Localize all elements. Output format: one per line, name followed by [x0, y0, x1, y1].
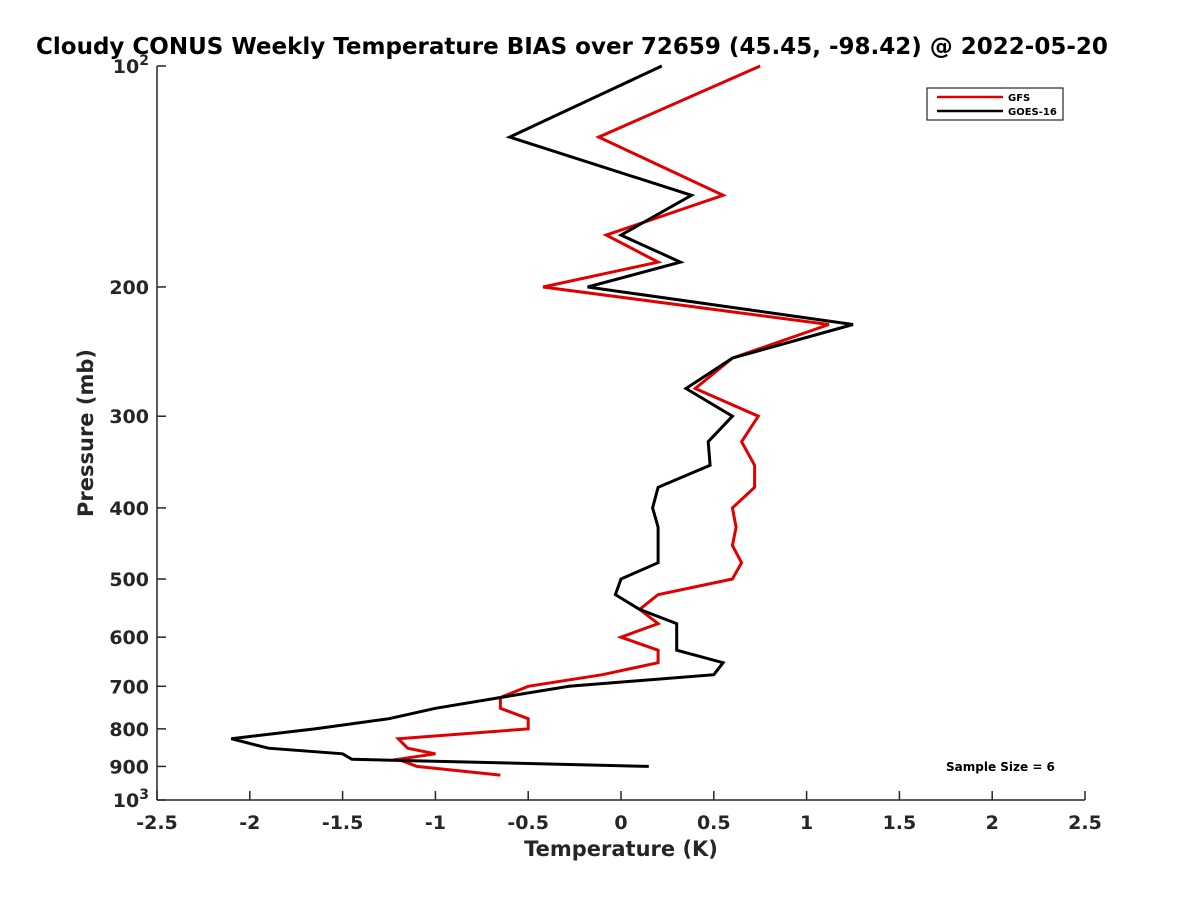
x-axis-label: Temperature (K): [524, 837, 718, 861]
chart-title: Cloudy CONUS Weekly Temperature BIAS ove…: [36, 34, 1108, 60]
legend: GFS GOES-16: [926, 87, 1064, 121]
x-tick-label: 0.5: [697, 812, 731, 834]
series-layer: [230, 64, 854, 777]
x-tick-label: -2.5: [136, 812, 178, 834]
x-tick-label: -1.5: [322, 812, 364, 834]
sample-size-annotation: Sample Size = 6: [946, 760, 1055, 774]
y-axis-label: Pressure (mb): [74, 349, 98, 517]
x-tick-label: 1.5: [883, 812, 917, 834]
x-tick-label: 2: [986, 812, 999, 834]
series-line-goes-16: [230, 64, 854, 768]
y-tick-label: 800: [109, 719, 149, 741]
y-tick-label: 900: [109, 756, 149, 778]
y-tick-label: 700: [109, 676, 149, 698]
y-ticks: 102 200 300 400 500 600 700 800 900 103: [109, 53, 166, 812]
y-tick-label: 200: [109, 277, 149, 299]
legend-box: [926, 87, 1064, 121]
y-tick-label: 400: [109, 498, 149, 520]
x-tick-label: -1: [425, 812, 446, 834]
x-ticks: -2.5 -2 -1.5 -1 -0.5 0 0.5 1 1.5 2 2.5: [136, 791, 1102, 834]
x-tick-label: -2: [239, 812, 260, 834]
x-tick-label: -0.5: [507, 812, 549, 834]
y-tick-label: 102: [113, 53, 149, 78]
y-tick-label: 103: [113, 787, 149, 812]
x-tick-label: 2.5: [1068, 812, 1102, 834]
legend-label-goes-16: GOES-16: [1008, 107, 1057, 118]
y-tick-label: 300: [109, 406, 149, 428]
series-line-gfs: [392, 64, 830, 777]
legend-label-gfs: GFS: [1008, 93, 1030, 104]
x-tick-label: 1: [800, 812, 813, 834]
y-tick-label: 500: [109, 569, 149, 591]
x-tick-label: 0: [614, 812, 627, 834]
y-tick-label: 600: [109, 627, 149, 649]
